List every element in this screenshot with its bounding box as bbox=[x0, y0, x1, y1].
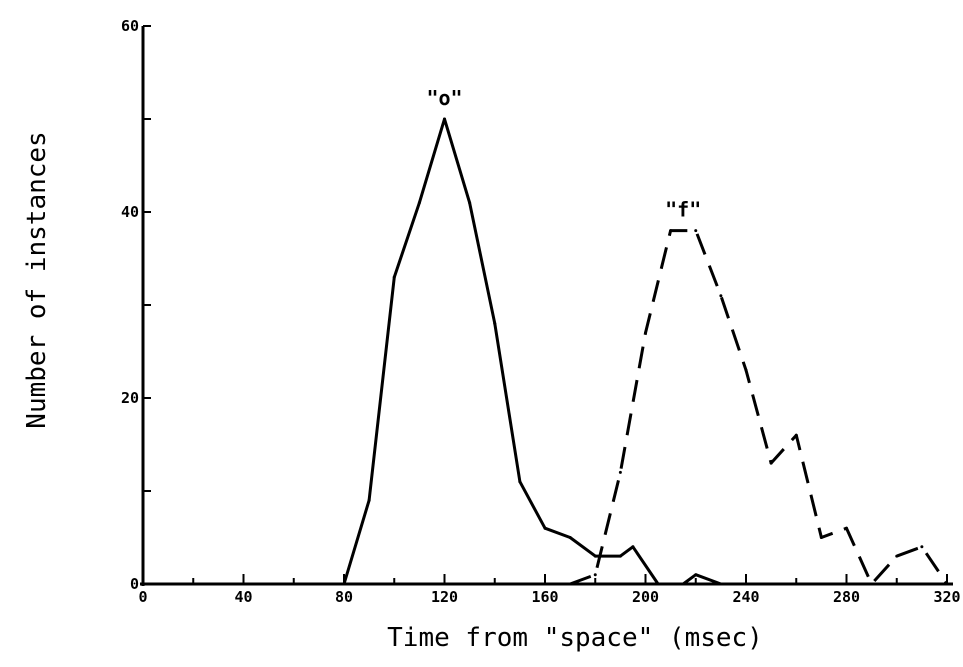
series-point bbox=[920, 545, 924, 549]
series-point bbox=[945, 582, 949, 586]
x-axis-title: Time from "space" (msec) bbox=[387, 623, 763, 653]
plot-area: 0 40 80 120 160 200 240 280 320 0 20 40 60 "o" "f" bbox=[121, 17, 961, 606]
annotation-layer: "o" "f" bbox=[426, 86, 701, 222]
series-point bbox=[392, 275, 396, 279]
series-point bbox=[568, 582, 572, 586]
series-point bbox=[656, 582, 660, 586]
series-point bbox=[543, 526, 547, 530]
series-point bbox=[769, 461, 773, 465]
series-point bbox=[895, 554, 899, 558]
x-tick-label: 40 bbox=[234, 588, 252, 606]
y-tick-label: 60 bbox=[121, 17, 139, 35]
series-point bbox=[568, 536, 572, 539]
series-point bbox=[681, 582, 685, 586]
series-point bbox=[342, 582, 346, 586]
y-tick-label: 40 bbox=[121, 203, 139, 221]
peak-label: "o" bbox=[426, 86, 462, 110]
series-point bbox=[367, 498, 371, 502]
series-point bbox=[870, 582, 874, 586]
series-point bbox=[719, 294, 723, 298]
series-point bbox=[631, 545, 635, 549]
series-point bbox=[744, 368, 748, 372]
series-point bbox=[518, 480, 522, 484]
x-tick-label: 160 bbox=[531, 588, 558, 606]
series-line-o bbox=[342, 117, 722, 586]
series-point bbox=[694, 229, 698, 233]
series-layer bbox=[342, 117, 949, 586]
series-point bbox=[493, 322, 497, 326]
y-axis-title: Number of instances bbox=[22, 131, 52, 428]
x-tick-label: 280 bbox=[833, 588, 860, 606]
series-point bbox=[694, 573, 698, 577]
x-tick-label: 80 bbox=[335, 588, 353, 606]
series-point bbox=[669, 229, 673, 233]
series-point bbox=[719, 582, 723, 586]
y-ticks: 0 20 40 60 bbox=[121, 17, 151, 593]
series-point bbox=[845, 526, 848, 530]
series-point bbox=[417, 201, 421, 205]
peak-label: "f" bbox=[665, 198, 701, 222]
x-tick-label: 240 bbox=[732, 588, 759, 606]
x-tick-label: 320 bbox=[933, 588, 960, 606]
x-tick-label: 120 bbox=[431, 588, 458, 606]
series-point bbox=[468, 201, 472, 205]
x-ticks: 0 40 80 120 160 200 240 280 320 bbox=[138, 574, 961, 606]
series-point bbox=[593, 573, 597, 577]
series-point bbox=[618, 554, 622, 558]
y-tick-label: 0 bbox=[130, 575, 139, 593]
series-point bbox=[618, 470, 622, 474]
series-point bbox=[443, 117, 446, 121]
x-tick-label: 0 bbox=[138, 588, 147, 606]
series-point bbox=[593, 554, 597, 558]
series-point bbox=[819, 536, 823, 539]
x-tick-label: 200 bbox=[632, 588, 659, 606]
series-line-f bbox=[569, 229, 949, 586]
series-point bbox=[794, 433, 798, 437]
series-point bbox=[644, 331, 647, 335]
y-tick-label: 20 bbox=[121, 389, 139, 407]
